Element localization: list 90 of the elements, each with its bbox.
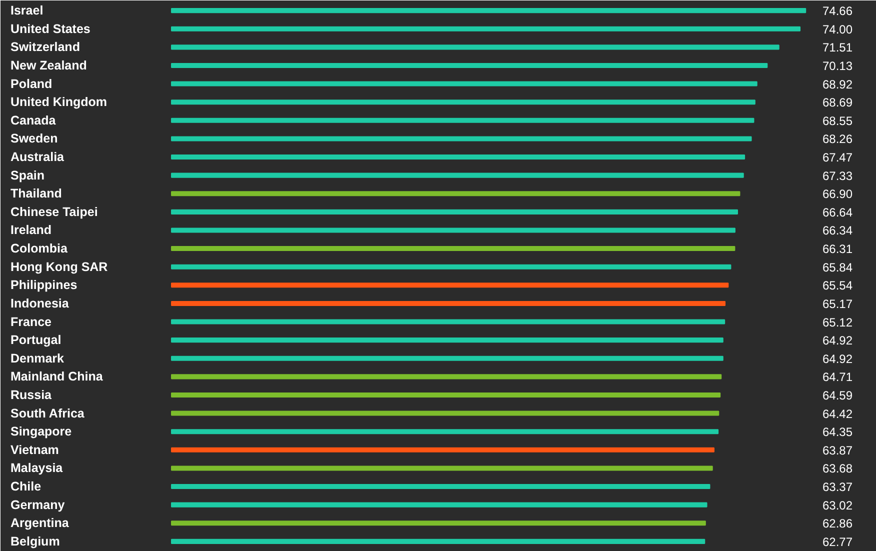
- data-label: 64.92: [822, 352, 853, 366]
- y-tick-label: New Zealand: [10, 58, 87, 72]
- y-tick-label: Chile: [10, 480, 42, 494]
- data-label: 63.87: [822, 443, 853, 458]
- bar: [171, 62, 768, 68]
- bar: [171, 502, 708, 508]
- data-label: 64.92: [822, 334, 853, 348]
- y-tick-label: Russia: [10, 388, 53, 402]
- bar: [171, 374, 722, 380]
- data-label: 68.92: [822, 77, 853, 92]
- data-label: 66.34: [822, 224, 853, 238]
- data-label: 68.55: [822, 114, 853, 128]
- data-label: 66.31: [822, 242, 853, 256]
- bar: [171, 172, 744, 178]
- bar: [171, 44, 780, 50]
- bar: [171, 392, 721, 398]
- bar: [171, 338, 724, 343]
- bar: [171, 118, 754, 123]
- data-label: 63.02: [822, 498, 853, 512]
- y-tick-label: Singapore: [10, 424, 72, 439]
- data-label: 63.68: [822, 462, 853, 476]
- bar: [171, 538, 706, 544]
- bar: [171, 8, 806, 14]
- y-tick-label: Hong Kong SAR: [10, 260, 108, 274]
- bar: [171, 410, 720, 416]
- data-label: 67.47: [822, 150, 853, 165]
- y-tick-label: Mainland China: [10, 370, 104, 384]
- y-tick-label: France: [10, 314, 52, 329]
- y-tick-label: United Kingdom: [10, 95, 108, 110]
- data-label: 68.69: [822, 96, 853, 110]
- y-tick-label: Malaysia: [10, 461, 64, 476]
- data-label: 65.17: [822, 296, 853, 311]
- bar: [171, 264, 732, 270]
- y-tick-label: Belgium: [10, 534, 60, 548]
- y-tick-label: Colombia: [10, 242, 68, 256]
- bar: [171, 209, 738, 214]
- bar: [171, 520, 706, 526]
- y-tick-label: Israel: [10, 4, 44, 18]
- data-label: 64.35: [822, 425, 853, 440]
- bar: [171, 191, 740, 196]
- bar: [171, 447, 714, 452]
- data-label: 71.51: [822, 40, 853, 55]
- y-tick-label: Vietnam: [10, 442, 59, 457]
- data-label: 66.64: [822, 205, 853, 220]
- y-tick-label: Switzerland: [10, 40, 80, 54]
- data-label: 64.42: [822, 406, 853, 421]
- y-tick-label: Australia: [10, 150, 66, 164]
- bar: [171, 246, 736, 252]
- y-tick-label: Philippines: [10, 278, 78, 292]
- y-tick-label: Indonesia: [10, 296, 70, 310]
- data-label: 65.12: [822, 315, 853, 330]
- bar: [171, 356, 724, 361]
- data-label: 65.54: [822, 278, 853, 293]
- data-label: 70.13: [822, 58, 853, 73]
- y-tick-label: Sweden: [10, 132, 58, 146]
- y-tick-label: Germany: [10, 498, 65, 512]
- bar: [171, 300, 726, 306]
- bar: [171, 100, 756, 105]
- y-tick-label: Argentina: [10, 516, 70, 530]
- bar: [171, 429, 719, 434]
- y-tick-label: United States: [10, 22, 90, 36]
- data-label: 68.26: [822, 132, 853, 146]
- data-label: 74.00: [822, 22, 853, 36]
- y-tick-label: Canada: [10, 113, 57, 128]
- data-label: 63.37: [822, 480, 853, 494]
- bar: [171, 26, 801, 32]
- y-tick-label: Denmark: [10, 351, 64, 366]
- data-label: 65.84: [822, 260, 853, 274]
- data-label: 66.90: [822, 187, 853, 202]
- bar: [171, 81, 758, 86]
- y-tick-label: South Africa: [10, 406, 86, 420]
- y-tick-label: Ireland: [10, 223, 52, 238]
- data-label: 62.86: [822, 516, 853, 531]
- y-tick-label: Chinese Taipei: [10, 204, 98, 219]
- data-label: 62.77: [822, 534, 853, 549]
- y-tick-label: Thailand: [10, 186, 62, 201]
- bar: [171, 484, 710, 490]
- data-label: 74.66: [822, 4, 853, 18]
- bar: [171, 319, 726, 324]
- bar: [171, 136, 752, 142]
- bar: [171, 282, 729, 288]
- data-label: 67.33: [822, 168, 853, 183]
- data-label: 64.59: [822, 388, 853, 402]
- data-label: 64.71: [822, 370, 853, 384]
- y-tick-label: Portugal: [10, 333, 62, 348]
- bar: [171, 154, 746, 160]
- y-tick-label: Spain: [10, 168, 45, 182]
- y-tick-label: Poland: [10, 76, 52, 91]
- bar: [171, 228, 736, 233]
- bar: [171, 466, 713, 471]
